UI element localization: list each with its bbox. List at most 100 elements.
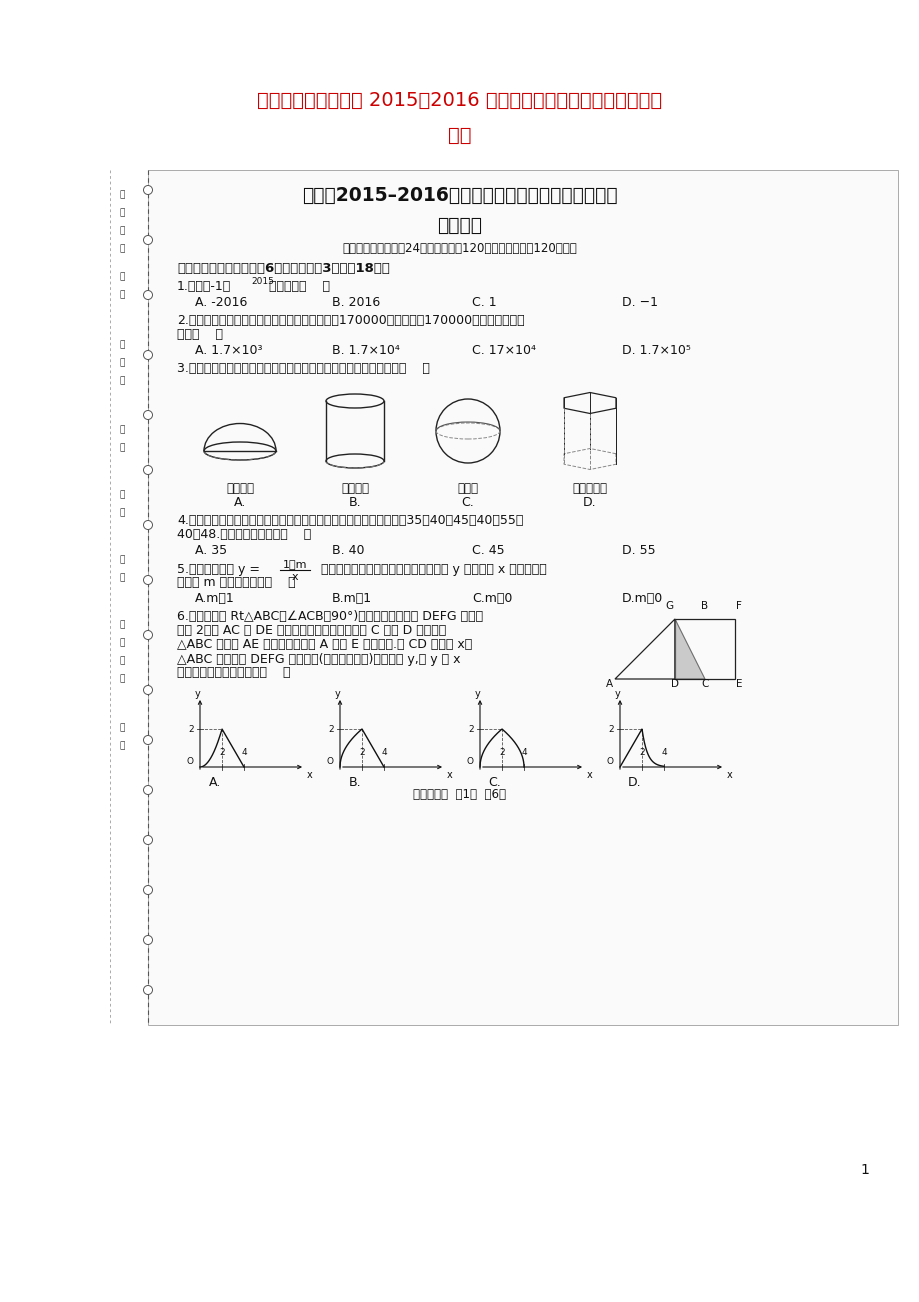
Text: 的图象在其所在的每一象限内，函数值 y 随自变量 x 的增大而增: 的图象在其所在的每一象限内，函数值 y 随自变量 x 的增大而增 [317, 562, 546, 575]
Text: 石城县2015–2016学年度第二学期九年级第一次月考: 石城县2015–2016学年度第二学期九年级第一次月考 [301, 185, 618, 204]
Text: C. 1: C. 1 [471, 297, 496, 310]
Text: D. 55: D. 55 [621, 544, 655, 557]
Text: D.m＜0: D.m＜0 [621, 592, 663, 605]
Text: 4: 4 [241, 749, 246, 756]
Text: 线: 线 [119, 376, 125, 385]
Text: △ABC 沿直线 AE 向右平移，到点 A 与点 E 重合为止.设 CD 的长为 x，: △ABC 沿直线 AE 向右平移，到点 A 与点 E 重合为止.设 CD 的长为… [176, 638, 471, 651]
Text: A.: A. [233, 496, 246, 509]
Text: O: O [326, 756, 334, 766]
Text: 班: 班 [119, 491, 125, 500]
Circle shape [143, 630, 153, 639]
Text: C. 45: C. 45 [471, 544, 505, 557]
Text: G: G [664, 602, 673, 611]
Text: A.m＞1: A.m＞1 [195, 592, 234, 605]
Text: 1－m: 1－m [282, 559, 307, 569]
Text: 2.钓鱼岛是我国的固有领土，周围海域面积约为170000平方千米，170000用科学记数法表: 2.钓鱼岛是我国的固有领土，周围海域面积约为170000平方千米，170000用… [176, 315, 524, 328]
Text: B. 1.7×10⁴: B. 1.7×10⁴ [332, 345, 400, 358]
Text: 2015: 2015 [251, 277, 274, 286]
Text: 均为 2，且 AC 与 DE 在同一条直线上，开始时点 C 与点 D 重合，让: 均为 2，且 AC 与 DE 在同一条直线上，开始时点 C 与点 D 重合，让 [176, 625, 446, 638]
Circle shape [143, 936, 153, 944]
Text: y: y [474, 689, 481, 699]
Text: 级: 级 [119, 509, 125, 517]
Text: 1.计算（-1）: 1.计算（-1） [176, 280, 231, 293]
Text: A.: A. [209, 776, 221, 789]
Circle shape [143, 885, 153, 894]
Text: 2: 2 [468, 724, 473, 733]
Text: C: C [700, 680, 708, 689]
Text: 姓: 姓 [119, 426, 125, 435]
Text: D: D [670, 680, 678, 689]
Text: x: x [447, 769, 452, 780]
Circle shape [143, 290, 153, 299]
Text: 4: 4 [661, 749, 666, 756]
Text: 名: 名 [119, 444, 125, 453]
Text: y: y [615, 689, 620, 699]
Text: 证: 证 [119, 656, 125, 665]
Text: 示为（    ）: 示为（ ） [176, 328, 222, 341]
Text: B. 40: B. 40 [332, 544, 364, 557]
Text: 考: 考 [119, 638, 125, 647]
Circle shape [143, 685, 153, 694]
Text: B.m＜1: B.m＜1 [332, 592, 371, 605]
Text: 密: 密 [119, 341, 125, 349]
Text: 成: 成 [119, 556, 125, 565]
Text: △ABC 与正方形 DEFG 重合部分(图中阴影部分)的面积为 y,则 y 与 x: △ABC 与正方形 DEFG 重合部分(图中阴影部分)的面积为 y,则 y 与 … [176, 652, 460, 665]
Circle shape [143, 785, 153, 794]
Text: C.m＞0: C.m＞0 [471, 592, 512, 605]
Text: （球）: （球） [457, 483, 478, 496]
Text: 封: 封 [119, 358, 125, 367]
Text: 2: 2 [639, 749, 644, 756]
Text: （半球）: （半球） [226, 483, 254, 496]
Text: B.: B. [348, 496, 361, 509]
Circle shape [143, 410, 153, 419]
Circle shape [143, 521, 153, 530]
Text: 江西省赣州市石城县 2015－2016 学年九年级数学下学期第一次月考: 江西省赣州市石城县 2015－2016 学年九年级数学下学期第一次月考 [257, 91, 662, 109]
Text: （圆柱）: （圆柱） [341, 483, 369, 496]
Text: D.: D. [583, 496, 596, 509]
Text: 2: 2 [328, 724, 334, 733]
Text: 4.某同学一周中每天完成家庭作业所花时间（单位：分钟）分别为：35，40，45，40，55，: 4.某同学一周中每天完成家庭作业所花时间（单位：分钟）分别为：35，40，45，… [176, 514, 523, 527]
Circle shape [143, 986, 153, 995]
Text: 2: 2 [188, 724, 194, 733]
FancyBboxPatch shape [148, 171, 897, 1025]
Text: B: B [700, 602, 708, 611]
Text: 号: 号 [119, 290, 125, 299]
Text: 的结果是（    ）: 的结果是（ ） [268, 280, 330, 293]
Text: O: O [467, 756, 473, 766]
Text: 一、选择题（本大题共有6小题，每小题3分，共18分）: 一、选择题（本大题共有6小题，每小题3分，共18分） [176, 263, 390, 276]
Text: B.: B. [348, 776, 361, 789]
Text: 3.如图所示，下列几何体中，主视图、左视图、俯视图都相同的是（    ）: 3.如图所示，下列几何体中，主视图、左视图、俯视图都相同的是（ ） [176, 362, 429, 375]
Text: D. −1: D. −1 [621, 297, 657, 310]
Text: 准: 准 [119, 621, 125, 629]
Text: x: x [291, 572, 298, 582]
Polygon shape [675, 618, 704, 680]
Text: C. 17×10⁴: C. 17×10⁴ [471, 345, 536, 358]
Text: 2: 2 [219, 749, 224, 756]
Circle shape [143, 736, 153, 745]
Text: x: x [726, 769, 732, 780]
Text: 1: 1 [859, 1163, 868, 1177]
Text: x: x [307, 769, 312, 780]
Text: 标: 标 [119, 227, 125, 236]
Text: 试卷: 试卷 [448, 125, 471, 145]
Text: A. 35: A. 35 [195, 544, 227, 557]
Text: 学: 学 [119, 724, 125, 733]
Text: 2: 2 [358, 749, 365, 756]
Text: D.: D. [628, 776, 641, 789]
Text: O: O [607, 756, 613, 766]
Text: O: O [187, 756, 194, 766]
Text: 5.若反比例函数 y =: 5.若反比例函数 y = [176, 562, 264, 575]
Text: 2: 2 [607, 724, 613, 733]
Text: 4: 4 [521, 749, 527, 756]
Text: 6.如图，等腰 Rt△ABC（∠ACB＝90°)的直角边与正方形 DEFG 的边长: 6.如图，等腰 Rt△ABC（∠ACB＝90°)的直角边与正方形 DEFG 的边… [176, 611, 482, 624]
Text: B. 2016: B. 2016 [332, 297, 380, 310]
Text: 大，则 m 的取值范围是（    ）: 大，则 m 的取值范围是（ ） [176, 577, 295, 590]
Circle shape [143, 575, 153, 585]
Circle shape [143, 836, 153, 845]
Text: 4: 4 [380, 749, 386, 756]
Text: F: F [735, 602, 741, 611]
Text: （六棱柱）: （六棱柱） [572, 483, 607, 496]
Text: 际: 际 [119, 208, 125, 217]
Text: 之间的函数的图象大致是（    ）: 之间的函数的图象大致是（ ） [176, 667, 290, 680]
Circle shape [143, 185, 153, 194]
